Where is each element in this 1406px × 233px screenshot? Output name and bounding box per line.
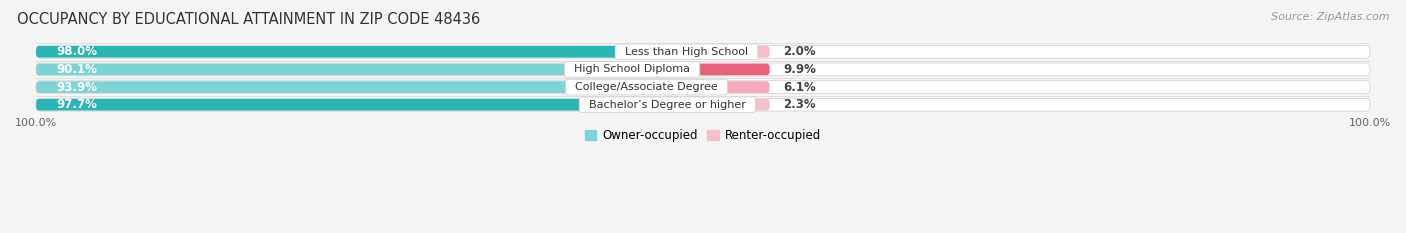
Text: Source: ZipAtlas.com: Source: ZipAtlas.com: [1271, 12, 1389, 22]
Text: 97.7%: 97.7%: [56, 98, 97, 111]
FancyBboxPatch shape: [37, 81, 725, 93]
FancyBboxPatch shape: [755, 46, 769, 58]
FancyBboxPatch shape: [752, 99, 769, 111]
Text: OCCUPANCY BY EDUCATIONAL ATTAINMENT IN ZIP CODE 48436: OCCUPANCY BY EDUCATIONAL ATTAINMENT IN Z…: [17, 12, 479, 27]
FancyBboxPatch shape: [37, 98, 1369, 111]
FancyBboxPatch shape: [37, 81, 1369, 93]
Legend: Owner-occupied, Renter-occupied: Owner-occupied, Renter-occupied: [579, 124, 827, 147]
FancyBboxPatch shape: [37, 46, 755, 58]
FancyBboxPatch shape: [697, 64, 769, 75]
Text: 9.9%: 9.9%: [783, 63, 815, 76]
FancyBboxPatch shape: [37, 63, 1369, 76]
FancyBboxPatch shape: [37, 64, 697, 75]
Text: Bachelor’s Degree or higher: Bachelor’s Degree or higher: [582, 100, 752, 110]
Text: 2.0%: 2.0%: [783, 45, 815, 58]
Text: 90.1%: 90.1%: [56, 63, 97, 76]
Text: 2.3%: 2.3%: [783, 98, 815, 111]
FancyBboxPatch shape: [37, 45, 1369, 58]
Text: 6.1%: 6.1%: [783, 81, 815, 94]
FancyBboxPatch shape: [37, 99, 752, 111]
Text: High School Diploma: High School Diploma: [567, 65, 697, 74]
Text: 98.0%: 98.0%: [56, 45, 97, 58]
Text: Less than High School: Less than High School: [617, 47, 755, 57]
Text: 93.9%: 93.9%: [56, 81, 97, 94]
Text: College/Associate Degree: College/Associate Degree: [568, 82, 725, 92]
FancyBboxPatch shape: [725, 81, 769, 93]
